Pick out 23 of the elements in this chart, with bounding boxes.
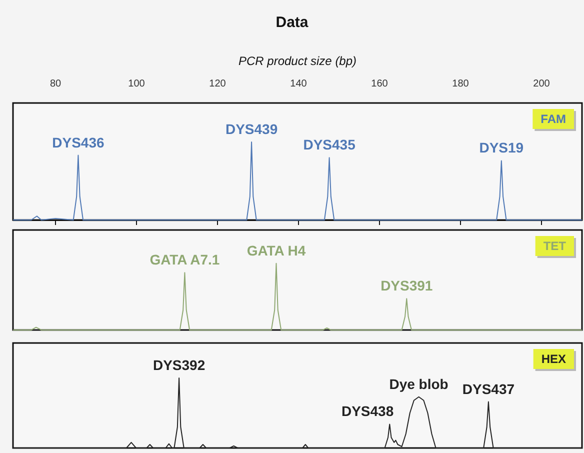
x-tick-label: 200 bbox=[533, 78, 550, 90]
annotation: DYS438 bbox=[341, 403, 394, 420]
x-tick-label: 80 bbox=[50, 78, 62, 90]
annotation: DYS439 bbox=[225, 121, 278, 137]
annotation: DYS437 bbox=[462, 380, 515, 397]
x-tick-label: 140 bbox=[290, 78, 308, 90]
chart-title: Data bbox=[276, 14, 309, 31]
text: HEX bbox=[541, 352, 566, 366]
annotation: DYS436 bbox=[52, 134, 104, 150]
text: FAM bbox=[540, 112, 566, 126]
annotation: DYS392 bbox=[152, 357, 206, 373]
x-axis-title: PCR product size (bp) bbox=[238, 54, 357, 68]
x-tick-label: 120 bbox=[209, 78, 226, 90]
x-tick-label: 160 bbox=[371, 78, 388, 90]
annotation: GATA H4 bbox=[246, 242, 306, 258]
annotation: DYS19 bbox=[479, 140, 524, 156]
annotation: Dye blob bbox=[389, 376, 448, 392]
x-tick-label: 180 bbox=[452, 78, 470, 90]
annotation: DYS435 bbox=[303, 136, 356, 153]
x-tick-label: 100 bbox=[128, 78, 146, 90]
annotation: DYS391 bbox=[380, 278, 433, 294]
annotation: GATA A7.1 bbox=[150, 252, 220, 268]
text: TET bbox=[543, 239, 567, 253]
